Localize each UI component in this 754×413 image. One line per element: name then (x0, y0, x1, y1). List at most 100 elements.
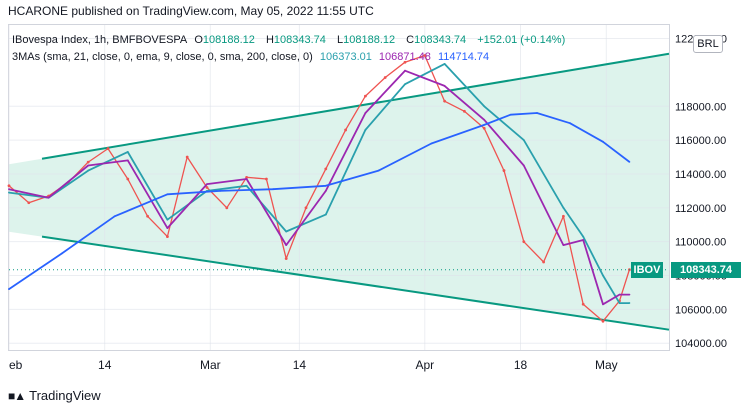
series-point (536, 112, 538, 114)
series-point (404, 69, 406, 72)
series-point (87, 164, 90, 167)
series-point (463, 109, 466, 113)
legend-ma-label: 3MAs (sma, 21, close, 0, ema, 9, close, … (12, 51, 313, 63)
x-tick-label: 14 (293, 358, 307, 372)
series-point (562, 206, 565, 209)
series-point (166, 235, 169, 238)
series-point (628, 293, 631, 296)
series-point (483, 123, 486, 126)
y-tick-label: 110000.00 (675, 237, 726, 249)
series-point (285, 244, 288, 246)
series-point (443, 85, 446, 87)
series-point (542, 260, 545, 264)
series-point (483, 118, 486, 121)
series-point (628, 160, 631, 163)
legend-symbol: IBovespa Index, 1h, BMFBOVESPA (12, 34, 188, 46)
legend-low-label: L (336, 34, 344, 46)
series-point (443, 99, 446, 103)
series-point (324, 213, 327, 216)
series-point (364, 129, 367, 131)
series-point (225, 206, 229, 210)
legend-ohlc: IBovespa Index, 1h, BMFBOVESPA O108188.1… (12, 34, 569, 46)
y-tick-label: 112000.00 (675, 203, 726, 215)
series-point (602, 303, 604, 306)
series-point (166, 218, 169, 221)
y-tick-label: 106000.00 (675, 304, 727, 316)
series-point (7, 184, 11, 188)
series-point (404, 83, 406, 86)
y-tick-label: 118000.00 (675, 101, 726, 113)
series-point (324, 167, 328, 171)
legend-close-label: C (406, 34, 415, 46)
series-point (146, 214, 150, 218)
series-point (60, 252, 63, 255)
y-tick-label: 116000.00 (675, 135, 726, 147)
legend-high-value: 108343.74 (273, 34, 326, 46)
series-point (126, 151, 129, 153)
y-tick-label: 104000.00 (675, 338, 727, 350)
legend-ma21-value: 106373.01 (319, 51, 372, 63)
series-point (601, 319, 605, 323)
footer-brand: ■▲ TradingView (8, 388, 101, 403)
series-point (602, 140, 604, 143)
series-point (364, 112, 367, 114)
series-point (618, 302, 621, 304)
x-tick-label: Apr (415, 358, 434, 372)
series-point (602, 274, 604, 277)
series-point (166, 227, 169, 230)
series-point (126, 177, 130, 181)
legend-change: +152.01 (+0.14%) (477, 34, 566, 46)
legend-high-label: H (265, 34, 274, 46)
series-point (206, 183, 208, 186)
x-tick-label: 18 (514, 358, 528, 372)
series-point (245, 178, 248, 180)
series-point (285, 230, 288, 233)
legend-low-value: 108188.12 (343, 34, 396, 46)
currency-button[interactable]: BRL (693, 35, 723, 53)
x-tick-label: 14 (98, 358, 112, 372)
price-tag-value: 108343.74 (671, 261, 741, 278)
x-tick-label: Mar (200, 358, 221, 372)
legend-open-value: 108188.12 (202, 34, 255, 46)
series-point (219, 189, 222, 192)
series-point (483, 105, 486, 108)
channel-fill (9, 53, 669, 330)
series-point (502, 169, 506, 172)
legend-ma9-value: 106871.48 (378, 51, 431, 63)
series-point (166, 193, 169, 196)
tradingview-logo-icon: ■▲ (8, 388, 26, 403)
series-point (304, 206, 308, 210)
series-point (522, 164, 525, 167)
series-point (443, 63, 446, 65)
series-point (403, 60, 407, 64)
legend-moving-averages: 3MAs (sma, 21, close, 0, ema, 9, close, … (12, 51, 493, 63)
series-point (569, 122, 571, 125)
series-point (562, 244, 565, 246)
series-point (324, 184, 327, 187)
x-tick-label: May (595, 358, 618, 372)
series-point (364, 94, 367, 98)
series-point (377, 169, 380, 172)
series-point (482, 126, 486, 130)
series-point (185, 155, 189, 159)
series-point (344, 128, 347, 132)
trendline (41, 235, 670, 331)
legend-open-label: O (194, 34, 203, 46)
series-point (106, 147, 110, 150)
series-point (509, 113, 512, 116)
series-point (581, 302, 585, 306)
series-point (245, 175, 249, 179)
series-point (430, 142, 433, 145)
series-point (126, 159, 129, 162)
series-point (8, 188, 10, 191)
series-point (86, 160, 90, 164)
legend-close-value: 108343.74 (414, 34, 467, 46)
series-point (245, 184, 248, 187)
series-point (265, 177, 268, 181)
series-point (8, 191, 10, 194)
series-point (618, 293, 621, 296)
trendline (41, 52, 670, 160)
series-point (27, 201, 31, 205)
footer-brand-text: TradingView (29, 388, 101, 403)
